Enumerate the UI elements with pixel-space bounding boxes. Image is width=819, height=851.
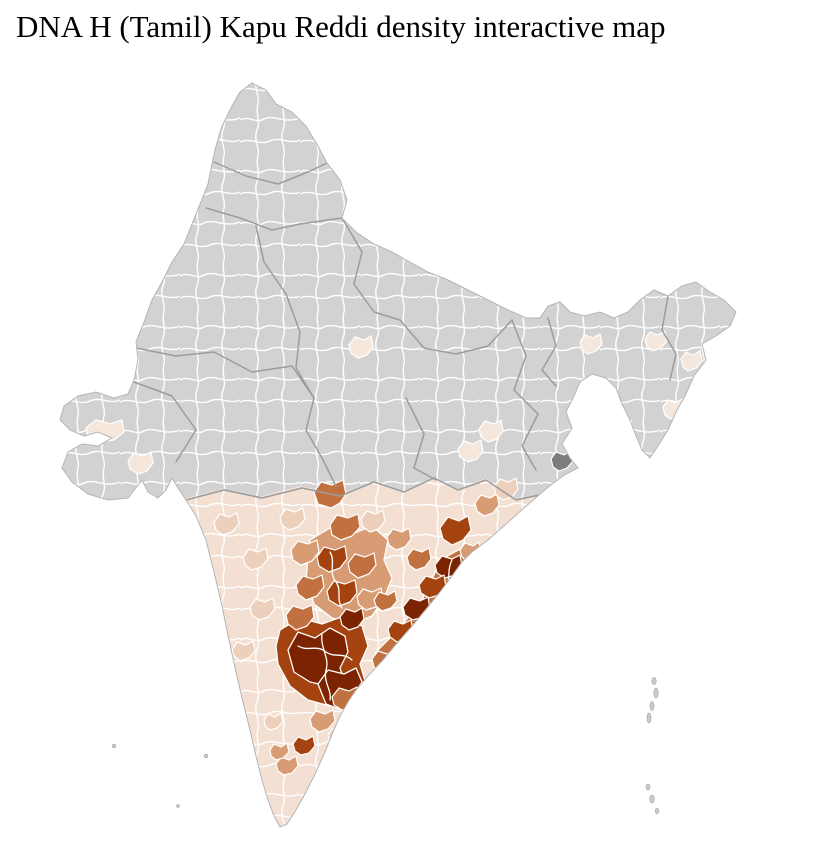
district-region[interactable] [348, 335, 374, 359]
district-region[interactable] [249, 597, 276, 621]
andaman-nicobar-islands[interactable] [645, 677, 659, 815]
district-region[interactable] [347, 552, 377, 579]
district-region[interactable] [459, 541, 482, 562]
district-region[interactable] [279, 507, 306, 531]
district-region[interactable] [474, 493, 500, 517]
page-title: DNA H (Tamil) Kapu Reddi density interac… [16, 9, 666, 44]
district-region[interactable] [295, 574, 325, 601]
lakshadweep-islands[interactable] [111, 743, 209, 808]
india-coastline [59, 82, 737, 828]
district-region[interactable] [290, 539, 320, 566]
india-base-districts[interactable] [60, 83, 736, 827]
district-region[interactable] [373, 590, 398, 612]
district-region[interactable] [339, 607, 365, 631]
district-region[interactable] [386, 527, 412, 551]
district-region[interactable] [326, 579, 358, 607]
district-region[interactable] [644, 330, 668, 352]
district-region[interactable] [680, 350, 703, 372]
district-region[interactable] [309, 709, 336, 733]
district-region[interactable] [493, 477, 519, 501]
district-region[interactable] [269, 742, 290, 761]
district-region[interactable] [292, 735, 316, 756]
district-region[interactable] [457, 439, 484, 463]
district-region[interactable] [406, 547, 432, 571]
district-region[interactable] [360, 509, 386, 533]
district-region[interactable] [285, 604, 315, 631]
district-region[interactable] [662, 398, 685, 420]
district-region[interactable] [242, 547, 269, 571]
district-region[interactable] [439, 515, 472, 546]
district-region[interactable] [127, 451, 154, 475]
district-region[interactable] [371, 649, 397, 673]
district-region[interactable] [329, 513, 361, 541]
district-region[interactable] [231, 640, 256, 662]
district-region[interactable] [579, 333, 603, 355]
district-region[interactable] [213, 512, 240, 536]
district-region[interactable] [611, 419, 634, 441]
district-region[interactable] [263, 712, 284, 731]
district-region[interactable] [478, 419, 504, 443]
